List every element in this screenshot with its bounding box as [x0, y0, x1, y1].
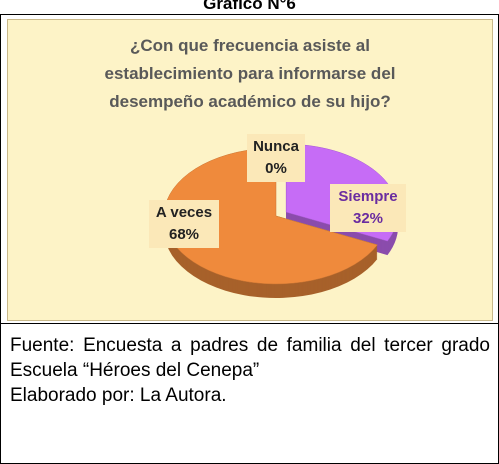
label-box	[149, 200, 219, 248]
data-label-category: A veces	[156, 204, 212, 221]
author-note: Elaborado por: La Autora.	[10, 385, 227, 406]
source-note: Fuente: Encuesta a padres de familia del…	[10, 335, 490, 381]
divider	[1, 323, 498, 324]
heading: Gráfico N°6	[203, 0, 296, 13]
slice	[163, 147, 378, 285]
figure-frame: Siempre 32% Nunca 0% A veces 68% ¿Con que fre…	[0, 14, 499, 464]
data-label-category: Siempre	[338, 188, 397, 205]
data-label-value: 0%	[265, 160, 287, 177]
chart: Siempre 32% Nunca 0% A veces 68%	[149, 134, 406, 299]
label-box	[247, 134, 305, 182]
chart-area: Siempre 32% Nunca 0% A veces 68% ¿Con que fre…	[7, 19, 493, 321]
footer: Fuente: Encuesta a padres de familia del…	[10, 333, 490, 408]
data-label-value: 32%	[353, 210, 383, 227]
label-box	[330, 184, 406, 232]
chart-title: ¿Con que frecuencia asiste al establecim…	[104, 36, 396, 111]
data-label-value: 68%	[169, 226, 199, 243]
data-label-category: Nunca	[253, 138, 300, 155]
